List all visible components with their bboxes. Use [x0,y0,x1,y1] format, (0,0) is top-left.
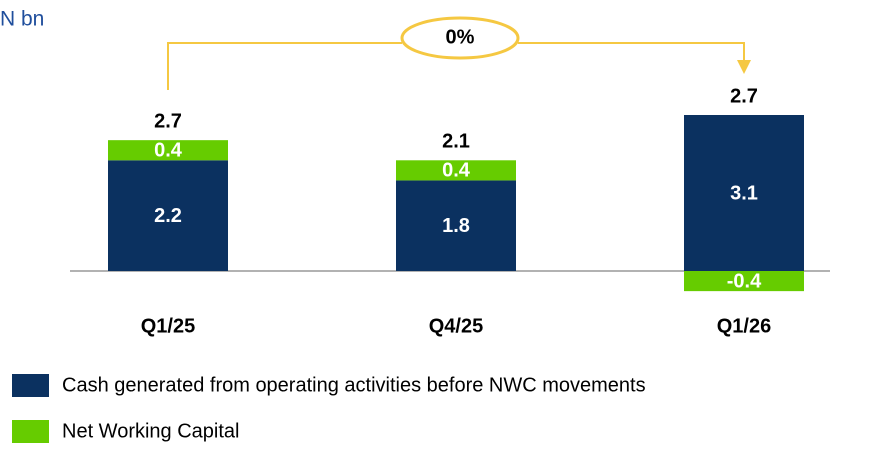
x-tick-label: Q1/26 [717,315,771,337]
connector-line [518,42,745,62]
annotation: 0% [446,26,475,48]
segment-label: 0.4 [442,160,471,182]
annotation-oval [400,16,520,60]
x-tick-label: Q1/25 [141,315,195,337]
connector-arrow [737,60,751,74]
comparison-connector: 0% [167,16,751,90]
segment-label: 3.1 [730,182,758,204]
bar-segment [684,115,804,271]
bar-segment [108,160,228,271]
x-tick-label: Q4/25 [429,315,483,337]
total-label: 2.1 [442,131,470,153]
legend-swatch [12,420,49,443]
legend-label: Cash generated from operating activities… [62,374,646,396]
bar-segment [108,140,228,161]
bar-segment [396,180,516,271]
legend-swatch [12,374,49,397]
segment-label: 2.2 [154,205,182,227]
legend-label: Net Working Capital [62,420,239,442]
segment-label: 0.4 [154,140,183,162]
legend-item: Cash generated from operating activities… [12,374,646,397]
bar-segment [396,160,516,181]
chart-title: N bn [0,8,44,31]
bar-segment [684,271,804,292]
connector-line [167,42,402,90]
total-label: 2.7 [730,85,758,107]
segment-label: -0.4 [727,270,762,292]
segment-label: 1.8 [442,215,470,237]
total-label: 2.7 [154,110,182,132]
legend-item: Net Working Capital [12,420,239,443]
